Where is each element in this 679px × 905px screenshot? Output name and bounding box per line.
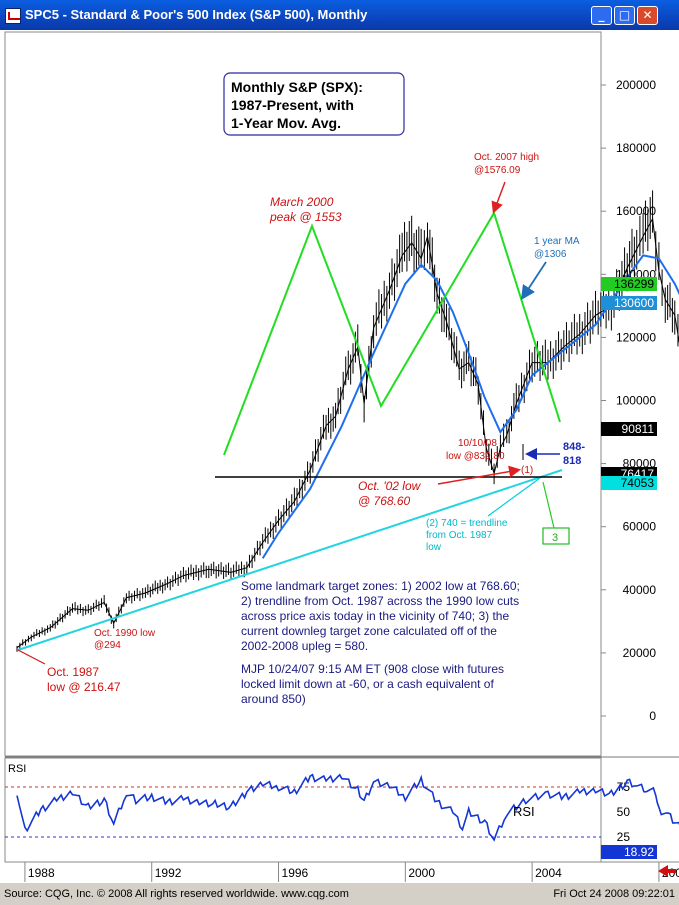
axis-badge-label: 90811 [622, 422, 655, 436]
rsi-panel-frame [4, 757, 602, 863]
trend-lines [17, 210, 563, 651]
annotation-marker-3-pointer [542, 481, 555, 529]
chart-title-line-3: 1-Year Mov. Avg. [231, 115, 341, 131]
notes-line-6: MJP 10/24/07 9:15 AM ET (908 close with … [241, 662, 504, 676]
annotation-oct-1987-pointer [17, 649, 46, 665]
x-tick-label: 2004 [535, 866, 562, 880]
annotation-oct-02-line-2: @ 768.60 [358, 494, 411, 508]
status-timestamp: Fri Oct 24 2008 09:22:01 [553, 888, 675, 900]
notes-line-1: Some landmark target zones: 1) 2002 low … [241, 579, 520, 593]
rsi-panel-label: RSI [8, 763, 26, 775]
annotation-trendline-line-2: from Oct. 1987 [426, 530, 493, 541]
annotation-oct-2008-line-2: low @839.80 [446, 451, 505, 462]
x-tick-label: 1996 [282, 866, 309, 880]
annotation-trendline-line-1: (2) 740 = trendline [426, 518, 508, 529]
chart-area[interactable]: 200000 180000 160000 140000 120000 100000 8000… [0, 30, 679, 882]
axis-badge [601, 422, 657, 436]
close-button[interactable]: ✕ [637, 6, 658, 25]
annotation-oct-1990-line-1: Oct. 1990 low [94, 628, 156, 639]
price-panel-frame [4, 31, 602, 757]
moving-average-line [261, 254, 679, 559]
chart-svg: 2000001800001600001400001200001000008000… [4, 31, 679, 882]
annotation-trendline-arrow [487, 477, 541, 517]
annotation-ma-arrow [521, 261, 547, 301]
y-tick-label: 20000 [623, 646, 657, 660]
axis-badge-label: 130600 [614, 296, 654, 310]
axis-badge-label: 18.92 [624, 845, 654, 859]
y-tick-label: 100000 [616, 394, 656, 408]
y-tick-label: 200000 [616, 78, 656, 92]
annotation-trendline-line-3: low [426, 542, 442, 553]
rsi-line [16, 773, 679, 842]
y-tick-label: 120000 [616, 330, 656, 344]
y-tick-label: 60000 [623, 520, 657, 534]
rsi-tick-label: 25 [617, 830, 631, 844]
chart-title-box [223, 72, 405, 136]
x-tick-label: 2000 [408, 866, 435, 880]
pattern-lines-green [223, 210, 561, 456]
annotation-range-line-2: 818 [563, 455, 581, 467]
annotation-oct-1990-line-2: @294 [94, 640, 121, 651]
x-tick-label: 1992 [155, 866, 182, 880]
y-tick-label: 180000 [616, 141, 656, 155]
annotation-oct-2008-line-1: 10/10/08 [458, 438, 497, 449]
annotation-oct-02-arrow [437, 465, 521, 485]
annotation-marker-3-box [542, 527, 570, 545]
notes-line-3: across price axis today in the vicinity … [241, 609, 509, 623]
axis-badge-label: 74053 [621, 476, 655, 490]
annotation-oct-1987-line-2: low @ 216.47 [47, 680, 121, 694]
y-tick-label: 160000 [616, 204, 656, 218]
annotation-oct-1987-line-1: Oct. 1987 [47, 665, 99, 679]
annotation-range-line-1: 848- [563, 441, 585, 453]
maximize-button[interactable]: □ [614, 6, 635, 25]
x-tick-label: 1988 [28, 866, 55, 880]
axis-badge [601, 277, 657, 291]
annotation-oct-2007-line-1: Oct. 2007 high [474, 152, 539, 163]
axis-badge-label: 136299 [614, 277, 654, 291]
axis-badge [601, 845, 657, 859]
title-bar: SPC5 - Standard & Poor's 500 Index (S&P … [0, 0, 679, 30]
price-axis-ticks: 2000001800001600001400001200001000008000… [601, 78, 656, 723]
trendline-cyan [17, 469, 563, 651]
axis-badge [601, 476, 657, 490]
y-tick-label: 0 [649, 709, 656, 723]
chart-title-line-1: Monthly S&P (SPX): [231, 79, 363, 95]
minimize-button[interactable]: _ [591, 6, 612, 25]
annotation-oct-2007-arrow [491, 181, 506, 214]
status-source: Source: CQG, Inc. © 2008 All rights rese… [4, 888, 349, 900]
annotation-ma-line-2: @1306 [534, 249, 567, 260]
notes-line-7: locked limit down at -60, or a cash equi… [241, 677, 494, 691]
axis-badge [601, 296, 657, 310]
annotation-marker-1: (1) [521, 465, 533, 476]
notes-line-8: around 850) [241, 692, 306, 706]
chart-app-icon [5, 8, 21, 24]
scroll-right-arrow-icon[interactable] [658, 865, 676, 877]
annotation-marker-3: 3 [552, 532, 558, 544]
annotation-march-2000-line-2: peak @ 1553 [269, 210, 342, 224]
notes-line-4: current downleg target zone calculated o… [241, 624, 497, 638]
price-series [16, 190, 679, 652]
notes-line-5: 2002-2008 upleg = 580. [241, 639, 368, 653]
annotation-oct-2007-line-2: @1576.09 [474, 165, 521, 176]
window-title: SPC5 - Standard & Poor's 500 Index (S&P … [25, 7, 368, 22]
annotation-ma-line-1: 1 year MA [534, 236, 580, 247]
date-axis-ticks: 198819921996200020042008 [24, 862, 679, 882]
status-bar: Source: CQG, Inc. © 2008 All rights rese… [0, 882, 679, 905]
annotation-oct-02-line-1: Oct. '02 low [358, 479, 422, 493]
chart-title-line-2: 1987-Present, with [231, 97, 354, 113]
rsi-inner-label: RSI [513, 804, 535, 819]
annotation-march-2000-line-1: March 2000 [270, 195, 334, 209]
y-tick-label: 40000 [623, 583, 657, 597]
rsi-tick-label: 50 [617, 805, 631, 819]
notes-line-2: 2) trendline from Oct. 1987 across the 1… [241, 594, 519, 608]
